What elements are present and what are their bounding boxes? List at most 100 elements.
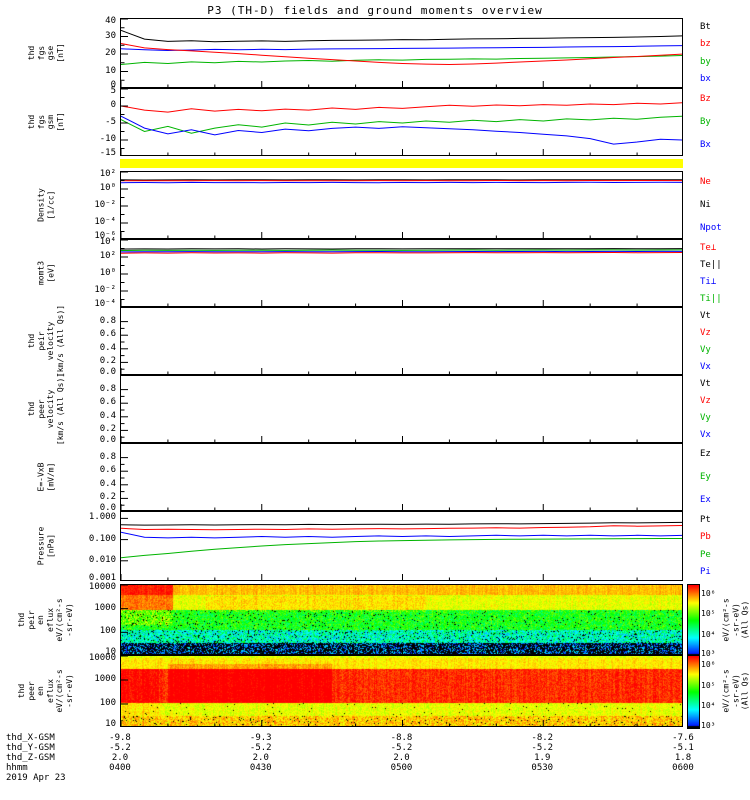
colorbar-peir-eflux (687, 584, 700, 657)
y-tick-label: 0.010 (88, 554, 116, 565)
legend-Vy: Vy (700, 412, 711, 423)
y-tick-label: 1.000 (88, 512, 116, 523)
panel-svg-peir-velocity (121, 321, 638, 374)
y-tick-label: 10 (105, 719, 116, 729)
plot-title: P3 (TH-D) fields and ground moments over… (207, 4, 543, 17)
legend-bx: bx (700, 74, 711, 85)
y-tick-label: 100 (99, 626, 116, 637)
xaxis-value: -9.8 (109, 733, 131, 743)
y-tick-label: 0.6 (99, 397, 116, 408)
colorbar-tick: 10⁵ (701, 609, 716, 619)
xaxis-value: -5.2 (109, 743, 131, 753)
y-tick-label: 0.0 (99, 367, 116, 377)
y-tick-label: 0.100 (88, 533, 116, 544)
axis-label-density: Density [1/cc] (36, 188, 55, 222)
legend-Ne: Ne (700, 177, 711, 188)
legend-Ey: Ey (700, 472, 711, 482)
legend-Bt: Bt (700, 21, 711, 32)
y-tick-label: 100 (99, 698, 116, 708)
xaxis-value: -5.1 (672, 743, 694, 753)
legend-Ex: Ex (700, 494, 711, 505)
y-tick-label: 0.001 (88, 573, 116, 583)
legend-Te||: Te|| (700, 259, 722, 270)
axis-label-peer-velocity: thd peer velocity [km/s (All Qs)] (26, 372, 65, 446)
legend-Vx: Vx (700, 361, 711, 372)
xaxis-row-label: hhmm (6, 763, 28, 773)
series-Npot (121, 181, 682, 184)
y-tick-label: 40 (105, 16, 116, 26)
panel-svg-fgs-gsm (121, 89, 682, 155)
xaxis-value: 0500 (390, 763, 413, 773)
legend-Vt: Vt (700, 310, 711, 321)
panel-fgs-gsm (120, 88, 683, 156)
panel-svg-peer-velocity (121, 389, 638, 442)
xaxis-value: -9.3 (249, 733, 272, 743)
y-tick-label: 0.4 (99, 478, 116, 489)
y-tick-label: 0.8 (99, 451, 116, 462)
xaxis-value: 1.8 (674, 753, 692, 763)
y-tick-label: 10⁰ (99, 183, 116, 193)
y-tick-label: 30 (105, 30, 116, 41)
y-tick-label: 10000 (88, 582, 116, 592)
series-bz (121, 43, 682, 66)
xaxis-value: -8.8 (390, 733, 413, 743)
xaxis-row-label: thd_Y-GSM (6, 743, 55, 753)
spectrogram-peer-eflux (121, 656, 682, 726)
y-tick-label: 0.6 (99, 465, 116, 476)
axis-label-fgs-gsm: thd fgs gsm [nT] (26, 112, 65, 132)
y-tick-label: -5 (105, 117, 116, 127)
xaxis-row-label: thd_X-GSM (6, 733, 55, 743)
xaxis-value: -5.2 (390, 743, 413, 753)
legend-by: by (700, 56, 711, 67)
legend-Bx: Bx (700, 139, 711, 150)
panel-svg-temperature (121, 240, 682, 306)
axis-label-pressure: Pressure [nPa] (36, 526, 55, 566)
panel-fgs-gse (120, 18, 683, 88)
y-tick-label: 0.2 (99, 424, 116, 435)
y-tick-label: 0.8 (99, 315, 116, 326)
series-Pi (121, 531, 682, 539)
panel-svg-pressure (121, 517, 682, 580)
panel-peer-velocity (120, 375, 683, 443)
y-tick-label: 5 (110, 86, 116, 96)
panel-svg-peer-eflux (121, 656, 638, 726)
legend-bz: bz (700, 39, 711, 50)
xaxis-value: 0530 (531, 763, 554, 773)
legend-Ti||: Ti|| (700, 293, 722, 304)
legend-Vt: Vt (700, 378, 711, 389)
y-tick-label: 0.2 (99, 356, 116, 367)
series-Bx (121, 115, 682, 145)
legend-Vz: Vz (700, 327, 711, 338)
series-by (121, 54, 682, 65)
colorbar-tick: 10³ (701, 649, 716, 658)
y-tick-label: -10 (99, 134, 116, 144)
panel-roi-flag (120, 159, 683, 168)
y-tick-label: 1000 (94, 602, 116, 613)
panel-temperature (120, 239, 683, 307)
y-tick-label: 1000 (94, 674, 116, 684)
xaxis-value: 1.9 (534, 753, 551, 763)
series-Pe (121, 538, 682, 559)
legend-Bz: Bz (700, 94, 711, 105)
y-tick-label: 10 (105, 65, 116, 76)
date-label: 2019 Apr 23 (6, 773, 66, 783)
xaxis-value: 0600 (672, 763, 694, 773)
y-tick-label: 0.2 (99, 492, 116, 503)
axis-label-fgs-gse: thd fgs gse [nT] (26, 43, 65, 63)
series-Te-par (121, 248, 682, 250)
y-tick-label: 10000 (88, 653, 116, 663)
xaxis-value: -5.2 (249, 743, 272, 753)
panel-pressure (120, 511, 683, 581)
y-tick-label: 0.0 (99, 503, 116, 513)
colorbar-peer-eflux (687, 655, 700, 729)
y-tick-label: 0 (110, 80, 116, 90)
colorbar-tick: 10³ (701, 721, 716, 730)
panel-svg-fgs-gse (121, 19, 682, 87)
y-tick-label: 0.4 (99, 342, 116, 353)
y-tick-label: 10⁻² (94, 285, 116, 295)
legend-Vx: Vx (700, 429, 711, 440)
y-tick-label: 20 (105, 48, 116, 58)
colorbar-tick: 10⁴ (701, 701, 716, 711)
y-tick-label: 10⁴ (99, 237, 116, 247)
colorbar-tick: 10⁵ (701, 680, 716, 690)
